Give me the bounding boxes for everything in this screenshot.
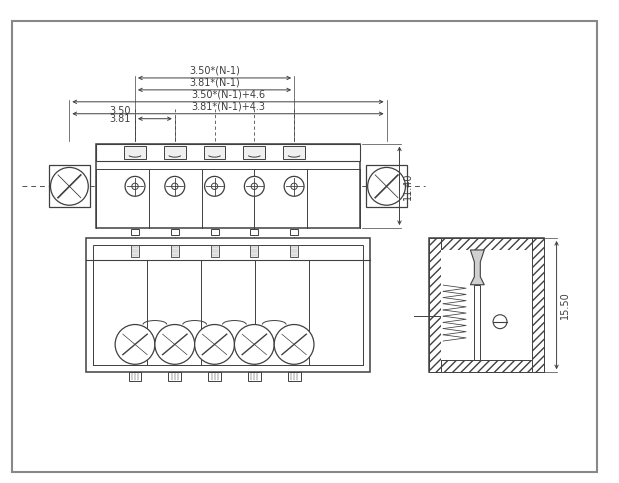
Bar: [366, 166, 407, 207]
Circle shape: [493, 315, 507, 328]
Bar: [124, 146, 146, 159]
Text: 3.50: 3.50: [110, 106, 131, 116]
Text: 3.50*(N-1)+4.6: 3.50*(N-1)+4.6: [191, 90, 265, 100]
Bar: [283, 146, 305, 159]
Circle shape: [291, 183, 297, 189]
Circle shape: [211, 183, 218, 189]
Bar: [290, 229, 298, 235]
Bar: [96, 143, 360, 161]
Bar: [129, 372, 142, 381]
Circle shape: [171, 183, 178, 189]
Bar: [86, 238, 370, 372]
Bar: [290, 245, 298, 257]
Circle shape: [274, 325, 314, 364]
Text: 3.81: 3.81: [110, 114, 131, 124]
Bar: [210, 245, 219, 257]
Bar: [248, 372, 261, 381]
Bar: [171, 229, 179, 235]
Bar: [208, 372, 221, 381]
Circle shape: [194, 325, 235, 364]
Bar: [243, 146, 266, 159]
Circle shape: [155, 325, 194, 364]
Bar: [131, 245, 139, 257]
Bar: [93, 245, 363, 365]
Bar: [430, 238, 441, 372]
Text: 3.81*(N-1): 3.81*(N-1): [189, 78, 240, 88]
Polygon shape: [470, 250, 484, 285]
Circle shape: [368, 168, 405, 205]
Circle shape: [235, 325, 274, 364]
Bar: [168, 372, 181, 381]
Circle shape: [115, 325, 155, 364]
Circle shape: [132, 183, 138, 189]
Bar: [131, 229, 139, 235]
Bar: [441, 238, 532, 250]
Bar: [204, 146, 225, 159]
Text: 3.81*(N-1)+4.3: 3.81*(N-1)+4.3: [191, 102, 265, 112]
Circle shape: [205, 176, 225, 196]
Bar: [441, 250, 532, 360]
Circle shape: [51, 168, 89, 205]
Bar: [171, 245, 179, 257]
Text: 15.50: 15.50: [560, 291, 569, 319]
Bar: [441, 360, 532, 372]
Bar: [532, 238, 543, 372]
Circle shape: [245, 176, 264, 196]
Bar: [250, 245, 258, 257]
Bar: [474, 285, 480, 360]
Circle shape: [165, 176, 184, 196]
Circle shape: [251, 183, 258, 189]
Circle shape: [125, 176, 145, 196]
Text: 3.50*(N-1): 3.50*(N-1): [189, 66, 240, 76]
Bar: [250, 229, 258, 235]
Bar: [210, 229, 219, 235]
Bar: [96, 143, 360, 228]
Circle shape: [284, 176, 304, 196]
Bar: [288, 372, 301, 381]
Bar: [48, 166, 90, 207]
Bar: [430, 238, 543, 372]
Text: 11.40: 11.40: [402, 172, 412, 199]
Bar: [164, 146, 186, 159]
